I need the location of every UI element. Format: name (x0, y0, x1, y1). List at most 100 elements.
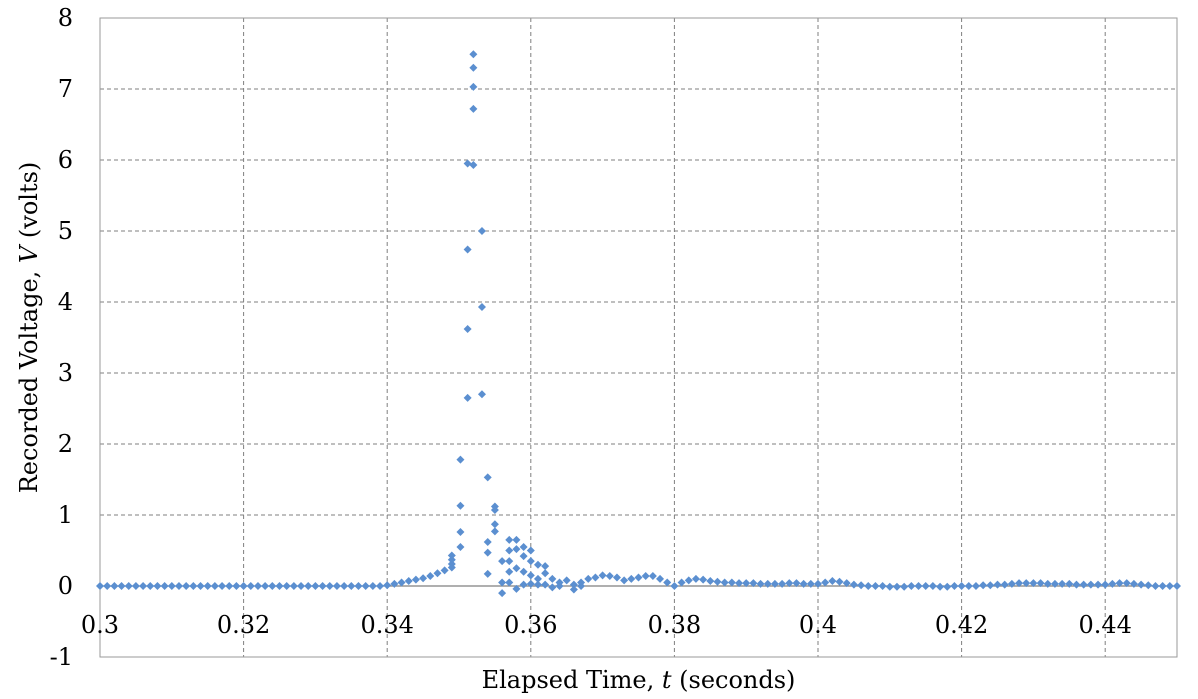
data-point (785, 579, 794, 588)
y-axis-title-text: Recorded Voltage, (15, 263, 43, 493)
data-point (627, 574, 636, 583)
data-point (463, 159, 472, 168)
data-point (332, 582, 341, 590)
data-point (1050, 579, 1059, 588)
data-point (463, 393, 472, 402)
data-point (275, 582, 284, 590)
data-point (1173, 582, 1181, 590)
data-point (483, 537, 492, 546)
data-point (124, 582, 133, 590)
data-point (456, 501, 465, 510)
data-point (548, 574, 557, 583)
data-point (225, 582, 234, 590)
y-tick-label: 1 (58, 501, 73, 529)
data-point (842, 579, 851, 588)
y-tick-label: 2 (58, 430, 73, 458)
y-tick-label: 7 (58, 75, 73, 103)
data-point (117, 582, 126, 590)
data-point (456, 542, 465, 551)
data-point (390, 579, 399, 588)
data-point (598, 571, 607, 580)
data-point (110, 582, 119, 590)
data-point (526, 571, 535, 580)
data-point (605, 572, 614, 581)
data-point (325, 582, 334, 590)
data-point (892, 582, 901, 591)
x-tick-label: 0.44 (1078, 611, 1131, 639)
data-point (189, 582, 198, 590)
data-point (311, 582, 320, 590)
data-point (419, 574, 428, 583)
data-point (612, 573, 621, 582)
data-point (928, 582, 937, 590)
data-point (763, 579, 772, 588)
data-point (864, 582, 873, 590)
data-point (1079, 580, 1088, 589)
data-point (533, 560, 542, 569)
data-point (505, 557, 514, 566)
data-point (174, 582, 183, 590)
data-point (361, 582, 370, 590)
data-point (498, 557, 507, 566)
data-point (318, 582, 327, 590)
data-point (620, 576, 629, 585)
data-point (569, 585, 578, 594)
data-point (555, 582, 564, 590)
data-point (519, 567, 528, 576)
data-point (376, 582, 385, 590)
y-tick-label: 8 (58, 4, 73, 32)
data-point (641, 572, 650, 581)
data-point (469, 82, 478, 91)
data-point (806, 579, 815, 588)
data-point (742, 579, 751, 588)
x-tick-label: 0.3 (81, 611, 119, 639)
data-point (447, 559, 456, 568)
data-point (210, 582, 219, 590)
y-axis-title-unit: (volts) (15, 162, 43, 246)
data-point (1108, 579, 1117, 588)
data-point (1094, 580, 1103, 589)
x-tick-label: 0.32 (217, 611, 270, 639)
data-point (706, 577, 715, 586)
data-point (433, 569, 442, 578)
data-point (490, 506, 499, 515)
data-point (426, 572, 435, 581)
data-point (483, 473, 492, 482)
data-point (131, 582, 140, 590)
data-point (232, 582, 241, 590)
data-point (821, 578, 830, 587)
x-tick-labels: 0.3 0.32 0.34 0.36 0.38 0.4 0.42 0.44 (81, 611, 1132, 639)
data-point (354, 582, 363, 590)
data-point (498, 589, 507, 598)
data-point (447, 555, 456, 564)
data-point (512, 584, 521, 593)
data-point (1065, 579, 1074, 588)
data-point (849, 580, 858, 589)
data-point (634, 573, 643, 582)
data-point (1022, 579, 1031, 588)
data-point (440, 566, 449, 575)
data-point (691, 574, 700, 583)
data-point (246, 582, 255, 590)
data-point (971, 582, 980, 590)
data-point (979, 581, 988, 590)
data-point (1072, 580, 1081, 589)
data-point (139, 582, 148, 590)
data-point (477, 227, 486, 235)
data-point (1086, 580, 1095, 589)
data-point (914, 582, 923, 590)
data-point (950, 582, 959, 590)
data-point (1129, 579, 1138, 588)
data-point (828, 577, 837, 586)
y-tick-label: 3 (58, 359, 73, 387)
data-point (663, 578, 672, 587)
x-axis-title-variable: t (662, 666, 672, 694)
data-point (182, 582, 191, 590)
data-point (900, 582, 909, 591)
data-point (167, 582, 176, 590)
data-point (814, 579, 822, 588)
data-point (756, 579, 765, 588)
data-point (463, 245, 472, 254)
data-point (160, 582, 169, 590)
data-point (526, 579, 535, 588)
